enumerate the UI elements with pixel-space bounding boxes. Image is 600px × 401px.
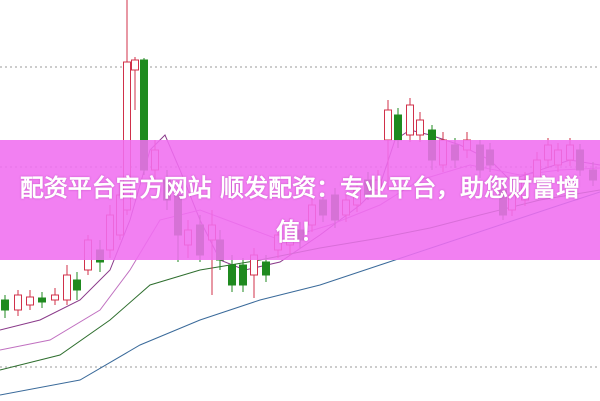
candle-body	[26, 296, 34, 306]
candle-body	[14, 294, 22, 311]
candle-body	[384, 109, 392, 141]
title-banner	[0, 140, 600, 260]
candle-body	[73, 279, 81, 291]
candle-body	[262, 261, 270, 276]
candle-body	[416, 119, 424, 136]
candle-body	[63, 274, 71, 301]
article-title: 配资平台官方网站 顺发配资：专业平台，助您财富增值！	[19, 174, 581, 246]
candle-body	[394, 114, 402, 141]
candle-body	[131, 59, 139, 71]
candle-body	[406, 104, 414, 136]
candle-body	[51, 294, 59, 301]
candle-body	[239, 264, 247, 286]
candle-body	[228, 264, 236, 286]
candle-body	[38, 297, 46, 303]
candle-body	[1, 299, 9, 311]
